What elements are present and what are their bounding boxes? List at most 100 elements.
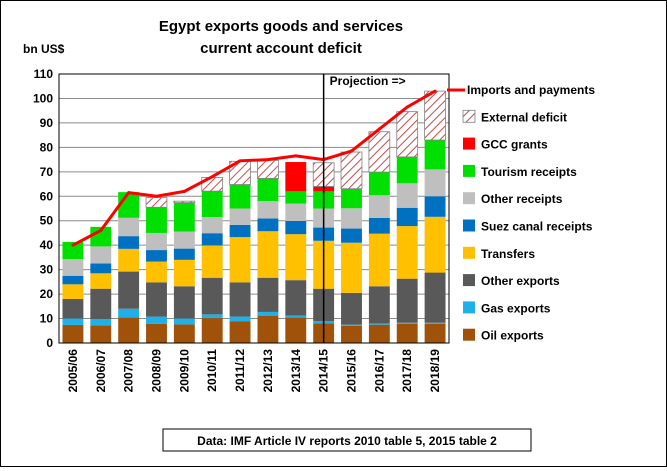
x-tick-label: 2005/06 <box>66 349 80 393</box>
legend-label: Tourism receipts <box>481 165 577 179</box>
bar-segment <box>201 245 223 278</box>
x-tick-label: 2016/17 <box>372 349 386 393</box>
x-tick-label: 2010/11 <box>205 349 219 392</box>
bar-segment <box>396 111 419 158</box>
legend-swatch <box>463 328 475 341</box>
legend: Imports and payments External deficit GCC … <box>447 83 595 343</box>
legend-label: Oil exports <box>481 329 544 343</box>
bar-segment <box>118 248 140 272</box>
bar-segment <box>173 318 195 325</box>
x-tick-label: 2017/18 <box>400 349 414 393</box>
bar-segment <box>285 234 307 281</box>
imports-line-point <box>405 105 409 109</box>
bar-segment <box>146 323 167 343</box>
bar-segment <box>396 226 418 279</box>
bar-segment <box>424 216 446 273</box>
bar-segment <box>118 271 140 309</box>
y-tick-label: 60 <box>40 189 54 203</box>
bar-segment <box>341 242 362 293</box>
bar-segment <box>201 217 223 234</box>
bar-segment <box>201 191 223 218</box>
bar-segment <box>396 278 418 323</box>
bar-segment <box>424 196 446 217</box>
y-tick-label: 70 <box>40 165 54 179</box>
bar-segment <box>90 263 112 274</box>
bar-segment <box>368 131 391 173</box>
legend-label: Imports and payments <box>467 83 595 97</box>
legend-label: Other receipts <box>481 192 563 206</box>
x-tick-label: 2006/07 <box>94 349 108 393</box>
plot-border <box>58 73 450 344</box>
bar-segment <box>90 288 112 320</box>
bar-segment <box>341 292 362 325</box>
x-tick-label: 2018/19 <box>428 349 442 393</box>
y-tick-label: 110 <box>34 67 54 81</box>
legend-swatch <box>462 109 476 123</box>
bar-segment <box>146 261 167 283</box>
bar-segment <box>62 318 84 325</box>
legend-label: Other exports <box>481 274 560 288</box>
bar-segment <box>229 208 251 225</box>
bar-segment <box>285 315 307 318</box>
bar-segment <box>257 159 279 179</box>
bar-segment <box>62 242 84 260</box>
bar-segment <box>368 233 390 287</box>
bar-segment <box>285 280 307 316</box>
projection-label: Projection => <box>330 74 406 88</box>
bar-segment <box>146 316 167 324</box>
bar-segment <box>145 197 168 208</box>
bar-segment <box>118 308 140 318</box>
bar-segment <box>257 201 279 219</box>
imports-line-point <box>182 189 186 193</box>
bar-segment <box>173 248 195 260</box>
bar-segment <box>229 184 251 209</box>
bar-segment <box>257 218 279 232</box>
bar-segment <box>90 273 112 289</box>
bar-segment <box>285 203 307 221</box>
bar-segment <box>118 317 140 343</box>
legend-swatch <box>463 219 475 232</box>
y-tick-label: 40 <box>40 238 54 252</box>
chart-title: Egypt exports goods and services <box>159 18 403 35</box>
imports-line-point <box>377 127 381 131</box>
y-tick-label: 0 <box>46 336 53 350</box>
legend-swatch <box>463 274 475 287</box>
annotations: Projection => <box>322 74 406 343</box>
y-tick-label: 20 <box>40 287 54 301</box>
bar-segment <box>62 275 84 285</box>
bar-segment <box>229 237 251 283</box>
legend-swatch <box>463 192 475 205</box>
bar-segment <box>340 151 363 190</box>
y-axis-label: bn US$ <box>23 42 65 56</box>
bar-segment <box>118 217 140 237</box>
imports-line-point <box>266 158 270 162</box>
bar-segment <box>368 286 390 324</box>
bar-segment <box>118 236 140 249</box>
bar-segment <box>341 188 362 209</box>
x-tick-label: 2013/14 <box>289 349 303 393</box>
bar-segment <box>257 277 279 312</box>
bar-segment <box>201 318 223 343</box>
x-tick-label: 2007/08 <box>122 349 136 393</box>
legend-label: GCC grants <box>481 138 548 152</box>
bar-segment <box>368 172 390 196</box>
imports-line-point <box>294 154 298 158</box>
bar-segment <box>173 259 195 287</box>
bar-segment <box>173 202 195 232</box>
source-box <box>162 428 532 452</box>
bar-segment <box>90 325 112 343</box>
bar-segment <box>229 224 251 238</box>
bar-segment <box>90 246 112 264</box>
bar-segment <box>341 325 362 343</box>
imports-line-point <box>127 191 131 195</box>
imports-line-point <box>433 89 437 93</box>
bar-segment <box>424 322 446 324</box>
bar-segment <box>201 314 223 319</box>
bar-segment <box>146 232 167 251</box>
bar-segment <box>396 156 418 184</box>
bar-segment <box>285 220 307 235</box>
x-tick-label: 2015/16 <box>345 349 359 393</box>
imports-line-point <box>155 194 158 198</box>
bar-segment <box>257 231 279 278</box>
bar-segment <box>173 286 195 319</box>
